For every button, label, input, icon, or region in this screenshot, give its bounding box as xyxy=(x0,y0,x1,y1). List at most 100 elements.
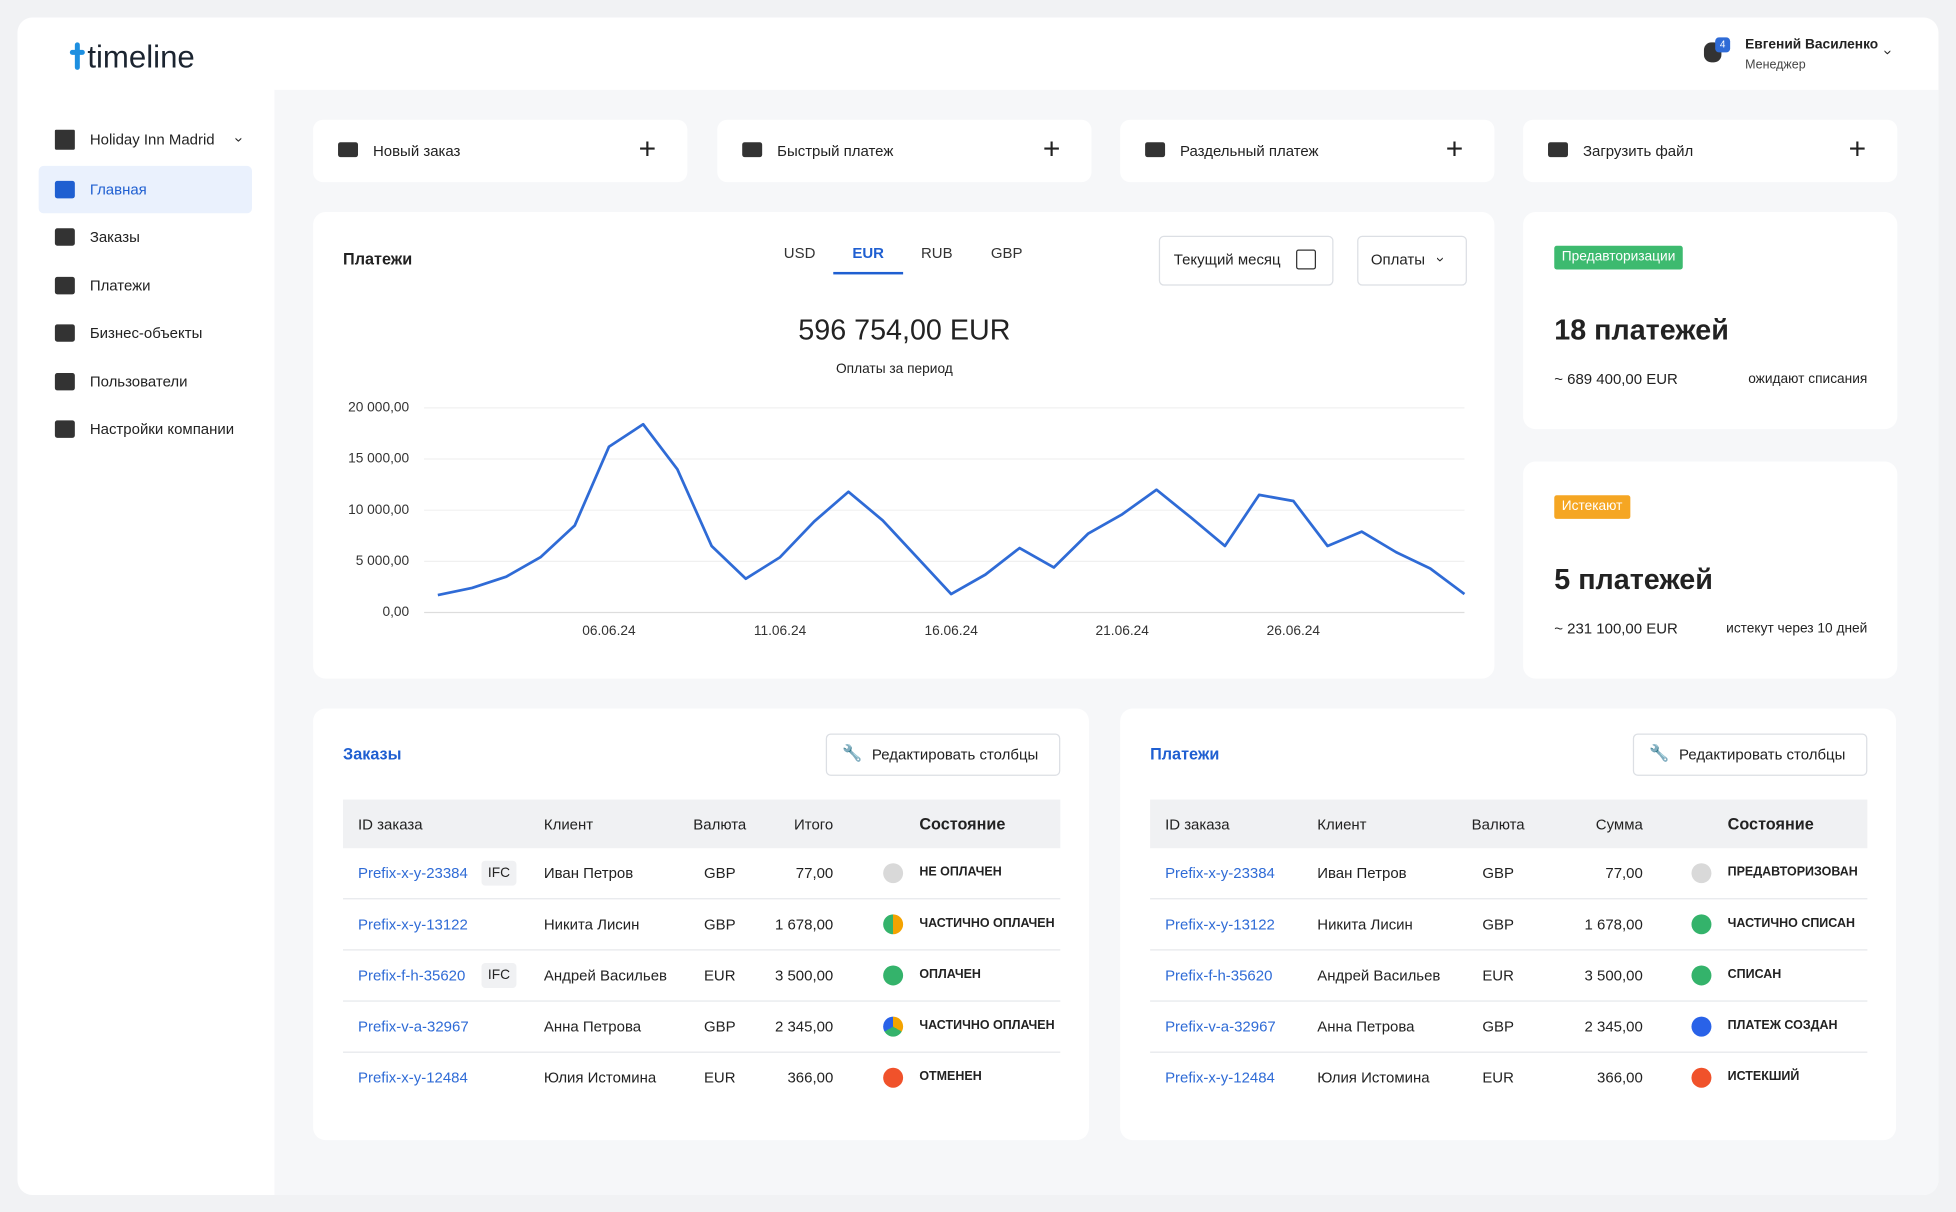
wrench: 🔧 xyxy=(1649,743,1670,763)
badge: Предавторизации xyxy=(1554,245,1683,270)
action-card[interactable] xyxy=(717,119,1092,183)
currency: EUR xyxy=(703,1069,736,1087)
order-id[interactable]: Prefix-x-y-23384 xyxy=(358,864,468,882)
table-header xyxy=(343,799,1061,849)
logo-mark xyxy=(74,42,80,70)
column-header: Состояние xyxy=(919,814,1006,834)
edit-button[interactable] xyxy=(825,733,1061,776)
client: Андрей Васильев xyxy=(543,966,667,985)
action-label: Загрузить файл xyxy=(1582,142,1694,160)
currency: GBP xyxy=(1482,915,1514,934)
currency: EUR xyxy=(1482,1069,1514,1087)
action-card[interactable] xyxy=(1523,119,1898,183)
total: 596 754,00 EUR xyxy=(798,313,1011,346)
icon xyxy=(54,420,75,438)
chevron: › xyxy=(230,137,249,143)
icon xyxy=(54,324,75,342)
status-dot xyxy=(1691,914,1712,935)
row-divider xyxy=(1150,898,1868,900)
amount: 3 500,00 xyxy=(774,966,834,985)
client: Анна Петрова xyxy=(543,1017,642,1036)
amount: 366,00 xyxy=(1597,1069,1643,1087)
panel-title: Платежи xyxy=(343,249,413,269)
chevron: › xyxy=(1879,49,1898,55)
currency-tab[interactable]: RUB xyxy=(920,244,953,262)
amount: 1 678,00 xyxy=(1584,915,1643,934)
order-id[interactable]: Prefix-f-h-35620 xyxy=(358,966,466,985)
action-label: Быстрый платеж xyxy=(777,142,894,160)
row-divider xyxy=(1150,1051,1868,1053)
nav-item[interactable]: Платежи xyxy=(89,276,151,295)
row-divider xyxy=(1150,1000,1868,1002)
order-id[interactable]: Prefix-x-y-12484 xyxy=(1165,1069,1275,1087)
tab-underline xyxy=(833,271,904,275)
order-id[interactable]: Prefix-x-y-13122 xyxy=(1165,915,1275,934)
order-id[interactable]: Prefix-v-a-32967 xyxy=(358,1017,469,1036)
status-dot xyxy=(1691,1067,1712,1088)
table-card xyxy=(1120,708,1897,1141)
filter: Оплаты xyxy=(1370,250,1425,269)
icon xyxy=(54,228,75,246)
status-dot xyxy=(883,1067,904,1088)
status: ЧАСТИЧНО СПИСАН xyxy=(1727,916,1856,931)
currency-tab[interactable]: USD xyxy=(783,244,816,262)
logo: timeline xyxy=(87,39,195,75)
total-caption: Оплаты за период xyxy=(835,361,953,377)
card-note: ожидают списания xyxy=(1748,371,1868,387)
chevron: › xyxy=(1432,256,1450,262)
currency-tab[interactable]: GBP xyxy=(990,244,1023,262)
action-label: Раздельный платеж xyxy=(1180,142,1319,160)
user-role: Менеджер xyxy=(1745,58,1806,73)
client: Никита Лисин xyxy=(1317,915,1413,934)
order-id[interactable]: Prefix-x-y-12484 xyxy=(358,1069,468,1087)
hotel-name[interactable]: Holiday Inn Madrid xyxy=(89,130,215,149)
column-header: Клиент xyxy=(543,815,594,834)
edit-button[interactable] xyxy=(1632,733,1868,776)
tag: IFC xyxy=(481,962,517,988)
nav-item[interactable]: Заказы xyxy=(89,228,140,246)
period-button[interactable] xyxy=(1158,235,1334,286)
order-id[interactable]: Prefix-f-h-35620 xyxy=(1165,966,1273,985)
client: Иван Петров xyxy=(1317,864,1407,882)
card-amount: ~ 231 100,00 EUR xyxy=(1554,619,1678,638)
status-dot xyxy=(1691,1016,1712,1037)
currency: GBP xyxy=(703,864,736,882)
user-name: Евгений Василенко xyxy=(1745,37,1879,53)
period: Текущий месяц xyxy=(1173,250,1281,269)
action-card[interactable] xyxy=(313,119,688,183)
amount: 2 345,00 xyxy=(774,1017,834,1036)
amount: 1 678,00 xyxy=(774,915,834,934)
currency: GBP xyxy=(703,1017,736,1036)
currency: EUR xyxy=(1482,966,1514,985)
status: ОТМЕНЕН xyxy=(919,1070,982,1084)
order-id[interactable]: Prefix-x-y-13122 xyxy=(358,915,468,934)
amount: 77,00 xyxy=(795,864,834,882)
wrench: 🔧 xyxy=(841,743,863,763)
status: ИСТЕКШИЙ xyxy=(1727,1070,1800,1084)
currency-tab[interactable]: EUR xyxy=(852,244,884,262)
nav-item[interactable]: Пользователи xyxy=(89,372,188,391)
amount: 3 500,00 xyxy=(1584,966,1643,985)
card-count: 5 платежей xyxy=(1554,562,1713,596)
icon xyxy=(54,180,75,199)
action-card[interactable] xyxy=(1120,119,1495,183)
order-id[interactable]: Prefix-x-y-23384 xyxy=(1165,864,1275,882)
status: ПРЕДАВТОРИЗОВАН xyxy=(1727,865,1858,880)
column-header: Валюта xyxy=(1471,815,1525,834)
plus: + xyxy=(638,132,657,166)
status-dot xyxy=(883,863,904,884)
client: Никита Лисин xyxy=(543,915,640,934)
badge: Истекают xyxy=(1554,495,1630,519)
status: ПЛАТЕЖ СОЗДАН xyxy=(1727,1019,1838,1033)
edit-label: Редактировать столбцы xyxy=(871,745,1039,764)
nav-item[interactable]: Главная xyxy=(89,180,147,199)
table-title: Платежи xyxy=(1150,744,1220,764)
column-header: Состояние xyxy=(1727,814,1814,834)
order-id[interactable]: Prefix-v-a-32967 xyxy=(1165,1017,1276,1036)
filter-button[interactable] xyxy=(1357,235,1467,286)
nav-item[interactable]: Настройки компании xyxy=(89,420,235,438)
logo-mark xyxy=(69,49,85,55)
status-dot xyxy=(883,1016,904,1037)
nav-item[interactable]: Бизнес-объекты xyxy=(89,324,203,342)
icon xyxy=(1145,142,1166,158)
